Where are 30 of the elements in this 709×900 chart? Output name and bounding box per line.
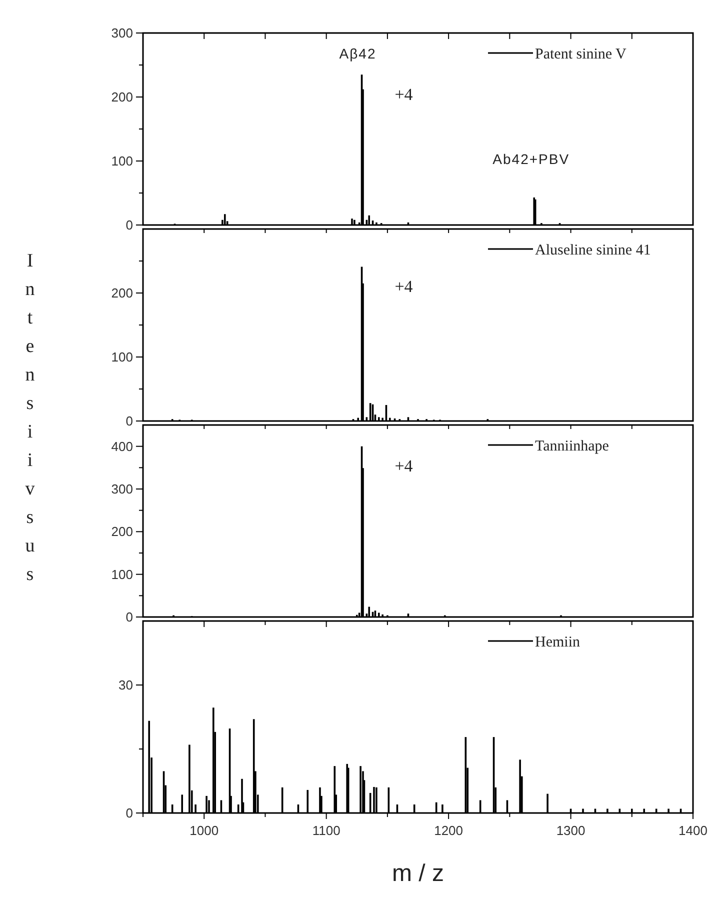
annotation: +4 bbox=[394, 84, 414, 104]
x-tick-label: 1000 bbox=[190, 823, 219, 838]
annotation: Ab42+PBV bbox=[492, 150, 570, 167]
annotation: Aβ42 bbox=[339, 45, 376, 62]
y-tick-label: 300 bbox=[111, 26, 133, 41]
y-tick-label: 30 bbox=[118, 678, 133, 693]
legend-label: Patent sinine V bbox=[535, 46, 627, 62]
legend-label: Tanniinhape bbox=[535, 438, 610, 454]
x-tick-label: 1400 bbox=[678, 823, 708, 838]
y-tick-label: 400 bbox=[111, 438, 133, 454]
x-axis-title: m / z bbox=[392, 860, 444, 887]
y-tick-label: 200 bbox=[111, 524, 133, 540]
y-tick-label: 100 bbox=[111, 350, 133, 365]
x-tick-label: 1100 bbox=[312, 823, 340, 838]
y-tick-label: 0 bbox=[126, 806, 133, 821]
y-tick-label: 0 bbox=[126, 218, 133, 233]
y-tick-label: 0 bbox=[126, 414, 133, 429]
annotation: +4 bbox=[394, 276, 414, 296]
legend-label: Aluseline sinine 41 bbox=[535, 242, 651, 258]
y-tick-label: 100 bbox=[111, 154, 133, 169]
y-tick-label: 300 bbox=[111, 482, 133, 497]
annotation: +4 bbox=[394, 456, 414, 476]
y-tick-label: 200 bbox=[111, 286, 133, 301]
y-tick-label: 100 bbox=[111, 566, 133, 582]
legend-label: Hemiin bbox=[535, 634, 580, 650]
x-tick-label: 1300 bbox=[556, 823, 586, 838]
x-tick-label: 1200 bbox=[434, 823, 464, 838]
text: Intensiivsus bbox=[25, 250, 35, 585]
y-tick-label: 200 bbox=[111, 90, 133, 105]
y-tick-label: 0 bbox=[126, 610, 133, 625]
